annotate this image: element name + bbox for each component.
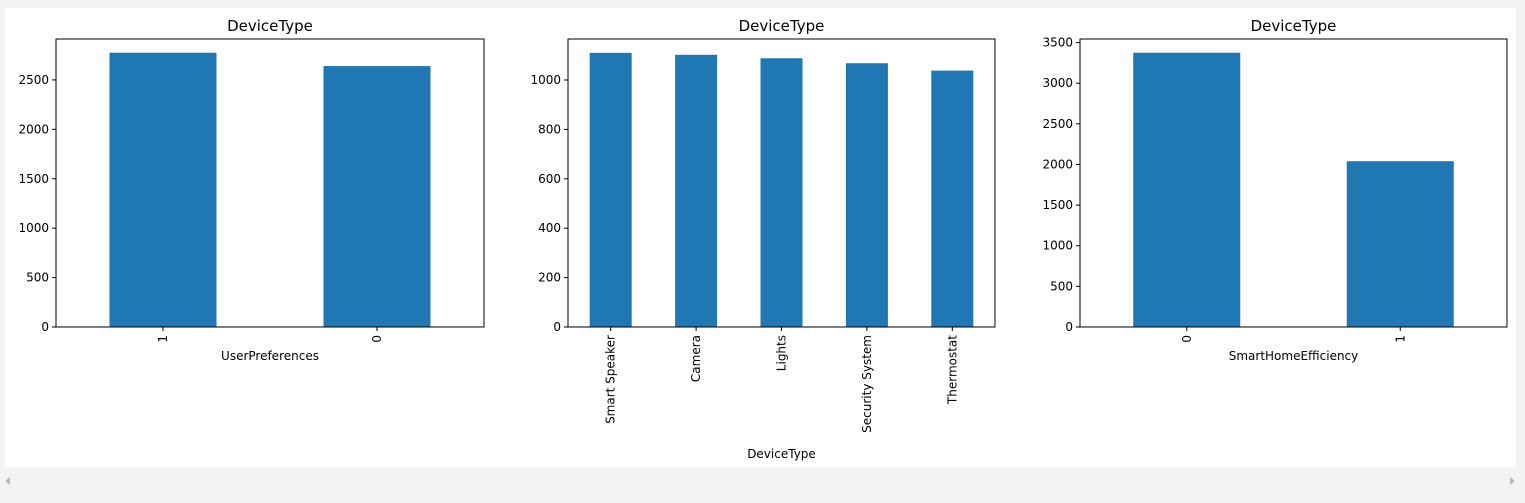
plot-frame [55,38,485,328]
output-figure: DeviceType 1 0 0 500 1000 1500 2000 2500 UserPref… [5,8,1516,467]
bar-smart-speaker [589,52,632,327]
y-tick-label: 1500 [18,172,49,186]
y-tick-label: 500 [1050,279,1073,293]
bar-camera [675,54,718,327]
chart-3: DeviceType 0 1 0 500 1000 1500 2000 2500 3000 3500… [1042,17,1508,363]
y-tick-label: 0 [41,320,49,334]
y-tick-label: 800 [538,122,561,136]
y-tick-label: 200 [538,271,561,285]
x-tick-label: Thermostat [945,335,959,405]
chart-title: DeviceType [1251,17,1337,35]
chart-1: DeviceType 1 0 0 500 1000 1500 2000 2500 UserPref… [18,17,485,363]
y-tick-label: 2000 [18,122,49,136]
y-tick-label: 2000 [1042,157,1073,171]
y-tick-label: 1500 [1042,198,1073,212]
x-tick-label: Smart Speaker [604,335,618,424]
x-tick-label: Camera [689,335,703,382]
y-tick-label: 1000 [530,73,561,87]
x-tick-label: Lights [775,335,789,371]
y-tick-label: 0 [553,320,561,334]
bar-0 [323,66,431,327]
x-tick-label: 0 [370,335,384,343]
y-tick-label: 2500 [18,73,49,87]
chart-2: DeviceType Smart Speaker Camera Lights Secur… [530,17,996,461]
y-tick-label: 600 [538,172,561,186]
scroll-right-icon[interactable] [1510,477,1515,485]
y-tick-label: 1000 [18,221,49,235]
y-tick-label: 3500 [1042,36,1073,50]
x-axis-label: UserPreferences [221,349,319,363]
plot-frame [1079,38,1508,328]
bar-lights [760,58,803,327]
y-tick-label: 2500 [1042,117,1073,131]
y-tick-label: 3000 [1042,76,1073,90]
x-axis-label: SmartHomeEfficiency [1229,349,1359,363]
y-tick-label: 500 [26,271,49,285]
y-tick-label: 0 [1065,320,1073,334]
bar-1 [109,52,217,327]
bar-0 [1133,52,1241,327]
bar-thermostat [931,70,974,327]
plot-frame [567,38,996,328]
bar-security-system [845,63,888,327]
y-tick-label: 1000 [1042,239,1073,253]
scroll-left-icon[interactable] [5,477,10,485]
x-axis-label: DeviceType [747,447,816,461]
x-tick-label: Security System [860,335,874,433]
y-tick-label: 400 [538,221,561,235]
horizontal-scrollbar[interactable] [0,472,1525,494]
x-tick-label: 0 [1180,335,1194,343]
bar-1 [1346,161,1454,327]
x-tick-label: 1 [1393,335,1407,343]
chart-title: DeviceType [739,17,825,35]
chart-title: DeviceType [227,17,313,35]
x-tick-label: 1 [156,335,170,343]
